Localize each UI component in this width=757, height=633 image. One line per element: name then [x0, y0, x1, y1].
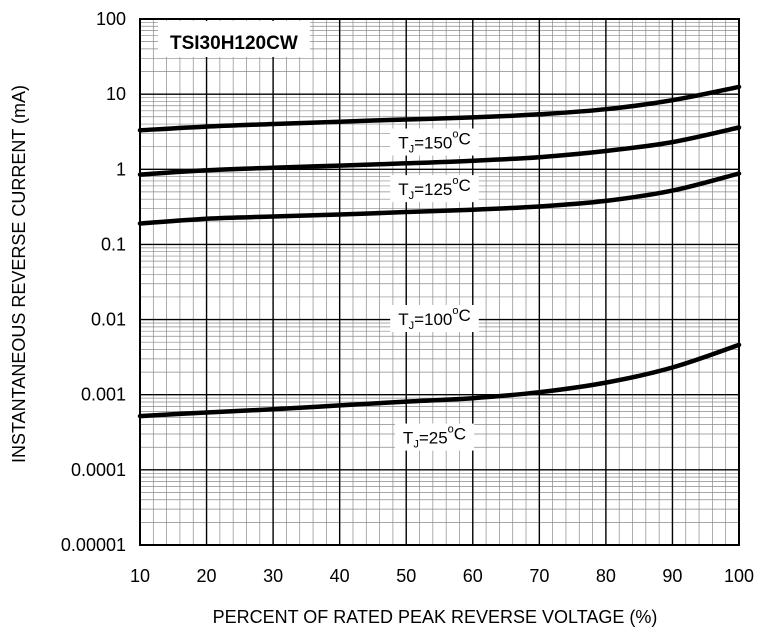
y-tick-label: 0.1: [101, 234, 126, 254]
curve-label-bg: [390, 175, 479, 203]
y-tick-labels: 0.00001 0.0001 0.001 0.01 0.1 1 10 100: [61, 9, 126, 555]
x-tick-label: 20: [197, 566, 217, 586]
x-tick-label: 30: [263, 566, 283, 586]
chart-title: TSI30H120CW: [170, 33, 298, 54]
minor-gridlines: [140, 19, 739, 545]
curve-label-text: TJ=125oC: [398, 175, 471, 202]
series-line-0: [137, 84, 742, 133]
chart-title-box: TSI30H120CW: [158, 21, 310, 57]
y-tick-label: 1: [116, 159, 126, 179]
x-tick-labels: 10 20 30 40 50 60 70 80 90 100: [130, 566, 754, 586]
curve-label-text: TJ=100oC: [398, 305, 471, 332]
curve-label-3: TJ=25oC: [394, 423, 475, 451]
curve-label-text: TJ=150oC: [398, 129, 471, 156]
x-tick-label: 10: [130, 566, 150, 586]
curve-label-bg: [390, 304, 479, 332]
series-line-2: [137, 171, 742, 226]
y-tick-label: 0.0001: [71, 460, 126, 480]
y-tick-label: 0.001: [81, 385, 126, 405]
y-tick-label: 100: [96, 9, 126, 29]
y-tick-label: 10: [106, 84, 126, 104]
x-tick-label: 60: [463, 566, 483, 586]
x-tick-label: 90: [662, 566, 682, 586]
series-line-1: [137, 125, 742, 177]
curve-label-bg: [394, 423, 475, 451]
series-line-3: [137, 342, 742, 419]
y-tick-label: 0.00001: [61, 535, 126, 555]
curves: [137, 84, 742, 419]
x-tick-label: 80: [596, 566, 616, 586]
x-axis-title: PERCENT OF RATED PEAK REVERSE VOLTAGE (%…: [213, 607, 658, 627]
x-tick-label: 100: [724, 566, 754, 586]
curve-label-2: TJ=100oC: [390, 304, 479, 332]
curve-label-text: TJ=25oC: [403, 424, 466, 451]
curve-label-1: TJ=125oC: [390, 175, 479, 203]
y-axis-title: INSTANTANEOUS REVERSE CURRENT (mA): [9, 85, 29, 463]
x-tick-label: 40: [330, 566, 350, 586]
plot-frame: [139, 18, 740, 546]
x-tick-label: 70: [529, 566, 549, 586]
curve-labels: TJ=150oC TJ=125oC TJ=100oC TJ=25oC: [390, 128, 479, 451]
curve-label-bg: [390, 128, 479, 156]
y-tick-label: 0.01: [91, 310, 126, 330]
x-tick-label: 50: [396, 566, 416, 586]
curve-label-0: TJ=150oC: [390, 128, 479, 156]
